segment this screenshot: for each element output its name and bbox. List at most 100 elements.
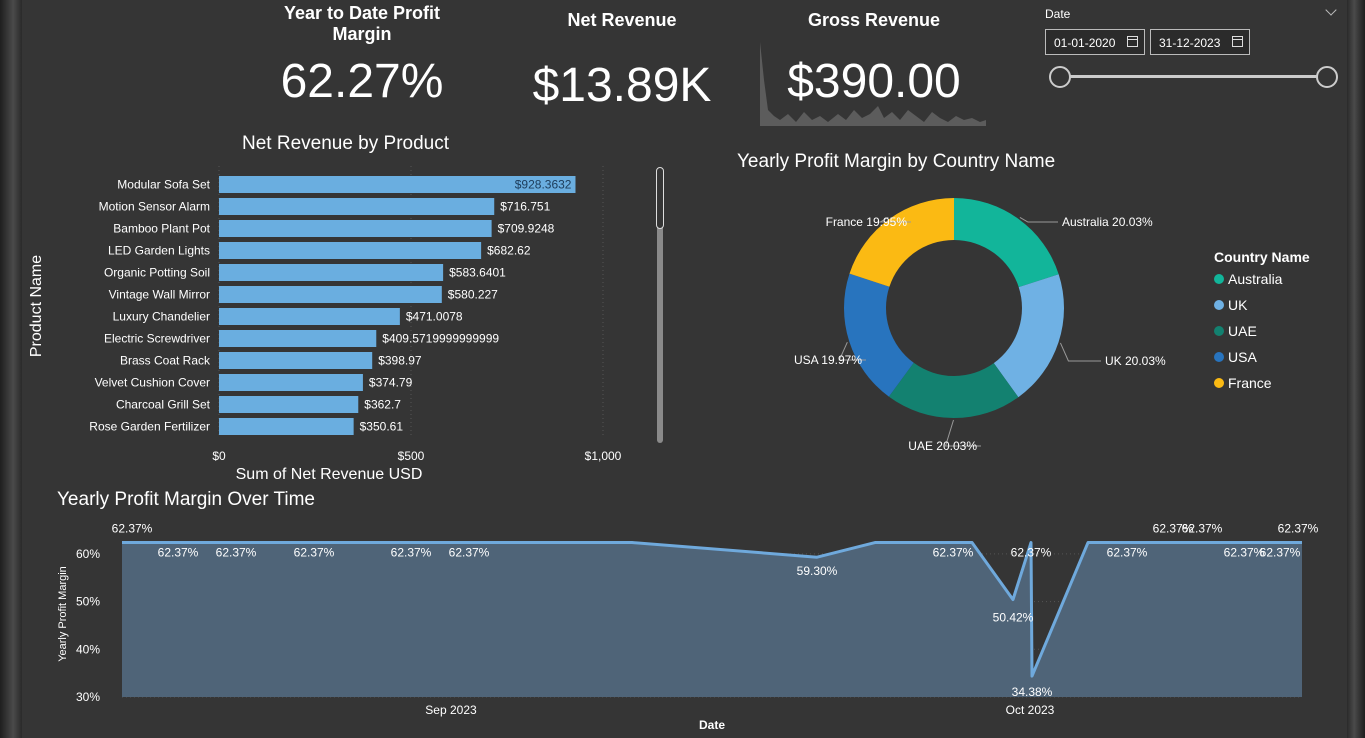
bar-data-label: $709.9248 bbox=[498, 222, 555, 236]
legend-label: USA bbox=[1228, 349, 1257, 365]
donut-slice-australia bbox=[954, 198, 1059, 288]
donut-leader-line bbox=[1059, 342, 1101, 362]
bar-5 bbox=[219, 286, 442, 303]
area-data-label: 62.37% bbox=[1107, 546, 1148, 560]
calendar-icon[interactable] bbox=[1127, 36, 1138, 47]
bar-data-label: $928.3632 bbox=[515, 178, 572, 192]
profit-margin-area-chart: 30%40%50%60%62.37%62.37% 62.37% 62.37% 62.3… bbox=[57, 522, 1319, 732]
bar-data-label: $580.227 bbox=[448, 288, 498, 302]
bar-8 bbox=[219, 352, 373, 369]
legend-label: UK bbox=[1228, 297, 1248, 313]
legend-marker bbox=[1214, 300, 1224, 310]
legend-marker bbox=[1214, 326, 1224, 336]
ytd-margin-title: Year to Date Profit Margin bbox=[257, 3, 467, 45]
gross-revenue-value: $390.00 bbox=[787, 55, 961, 108]
bar-6 bbox=[219, 308, 400, 325]
bar-x-tick-label: $0 bbox=[212, 449, 226, 463]
country-donut-chart: Australia 20.03% UK 20.03% UAE 20.03% USA 1… bbox=[794, 198, 1166, 453]
bar-category-label: Motion Sensor Alarm bbox=[99, 200, 210, 214]
bar-chart-scrollbar[interactable] bbox=[657, 168, 663, 443]
area-data-label: 62.37% bbox=[1011, 546, 1052, 560]
area-data-label: 62.37% bbox=[1260, 546, 1301, 560]
area-data-label: 62.37% bbox=[1278, 522, 1319, 536]
area-line bbox=[122, 541, 1302, 678]
donut-slice-label: UAE 20.03% bbox=[908, 439, 977, 453]
legend-item-australia[interactable]: Australia bbox=[1214, 271, 1282, 287]
bar-data-label: $398.97 bbox=[378, 354, 422, 368]
bar-data-label: $682.62 bbox=[487, 244, 531, 258]
bar-category-label: Electric Screwdriver bbox=[104, 332, 210, 346]
bar-7 bbox=[219, 330, 377, 347]
bar-10 bbox=[219, 396, 359, 413]
donut-leader-line bbox=[1019, 217, 1058, 223]
end-date-value: 31-12-2023 bbox=[1159, 36, 1221, 50]
area-x-tick-label: Oct 2023 bbox=[1006, 703, 1055, 717]
legend-item-france[interactable]: France bbox=[1214, 375, 1272, 391]
bar-0 bbox=[219, 176, 576, 193]
slider-end-handle[interactable] bbox=[1316, 66, 1338, 88]
legend-item-uae[interactable]: UAE bbox=[1214, 323, 1257, 339]
bar-category-label: Luxury Chandelier bbox=[113, 310, 210, 324]
date-filter-label: Date bbox=[1045, 7, 1071, 21]
donut-slice-uae bbox=[888, 362, 1019, 418]
legend-label: France bbox=[1228, 375, 1272, 391]
area-x-tick-label: Sep 2023 bbox=[425, 703, 477, 717]
area-y-tick-label: 30% bbox=[76, 690, 100, 704]
area-data-label: 62.37% bbox=[294, 546, 335, 560]
area-data-label: 34.38% bbox=[1012, 685, 1053, 699]
legend-item-uk[interactable]: UK bbox=[1214, 297, 1247, 313]
ytd-margin-title-line2: Margin bbox=[332, 24, 392, 44]
donut-leader-line bbox=[944, 419, 981, 447]
bar-data-label: $409.5719999999999 bbox=[382, 332, 499, 346]
area-y-tick-label: 50% bbox=[76, 595, 100, 609]
bar-data-label: $471.0078 bbox=[406, 310, 463, 324]
legend-label: UAE bbox=[1228, 323, 1257, 339]
area-data-label: 62.37% bbox=[1153, 522, 1194, 536]
calendar-icon[interactable] bbox=[1232, 36, 1243, 47]
bar-category-label: Vintage Wall Mirror bbox=[109, 288, 210, 302]
area-x-axis-title: Date bbox=[699, 718, 725, 732]
area-data-label: 62.37% bbox=[216, 546, 257, 560]
bar-category-label: Modular Sofa Set bbox=[117, 178, 210, 192]
bar-x-axis-title: Sum of Net Revenue USD bbox=[236, 466, 423, 483]
legend-item-usa[interactable]: USA bbox=[1214, 349, 1257, 365]
bar-x-tick-label: $1,000 bbox=[585, 449, 622, 463]
donut-slice-usa bbox=[844, 273, 914, 397]
area-y-tick-label: 40% bbox=[76, 642, 100, 656]
bar-chart-title: Net Revenue by Product bbox=[242, 133, 450, 154]
date-range-slider[interactable] bbox=[1062, 75, 1328, 78]
donut-slice-label: UK 20.03% bbox=[1105, 354, 1166, 368]
area-chart-title: Yearly Profit Margin Over Time bbox=[57, 489, 315, 510]
ytd-margin-title-line1: Year to Date Profit bbox=[283, 3, 441, 23]
bar-category-label: Bamboo Plant Pot bbox=[113, 222, 210, 236]
legend-marker bbox=[1214, 274, 1224, 284]
bar-3 bbox=[219, 242, 482, 259]
donut-chart-title: Yearly Profit Margin by Country Name bbox=[737, 151, 1056, 172]
gross-revenue-title: Gross Revenue bbox=[807, 10, 941, 30]
bar-1 bbox=[219, 198, 495, 215]
bar-data-label: $716.751 bbox=[500, 200, 550, 214]
area-fill bbox=[122, 542, 1302, 697]
start-date-value: 01-01-2020 bbox=[1054, 36, 1116, 50]
bar-y-axis-title: Product Name bbox=[28, 255, 45, 357]
bar-chart-scroll-thumb[interactable] bbox=[656, 167, 664, 229]
end-date-input[interactable]: 31-12-2023 bbox=[1150, 29, 1250, 55]
ytd-margin-value: 62.27% bbox=[280, 55, 444, 108]
chevron-down-icon[interactable] bbox=[1325, 4, 1337, 16]
legend-marker bbox=[1214, 352, 1224, 362]
bar-11 bbox=[219, 418, 354, 435]
start-date-input[interactable]: 01-01-2020 bbox=[1045, 29, 1145, 55]
area-data-label: 62.37% bbox=[1182, 522, 1223, 536]
donut-leader-line bbox=[838, 341, 866, 361]
bar-2 bbox=[219, 220, 492, 237]
legend-label: Australia bbox=[1228, 271, 1283, 287]
area-data-label: 50.42% bbox=[993, 611, 1034, 625]
area-data-label: 62.37% bbox=[449, 546, 490, 560]
net-revenue-title: Net Revenue bbox=[567, 10, 677, 30]
bar-x-tick-label: $500 bbox=[398, 449, 425, 463]
donut-slice-label: USA 19.97% bbox=[794, 353, 862, 367]
donut-slice-label: Australia 20.03% bbox=[1062, 215, 1153, 229]
slider-start-handle[interactable] bbox=[1049, 66, 1071, 88]
bar-category-label: Organic Potting Soil bbox=[104, 266, 210, 280]
left-frame bbox=[0, 0, 22, 738]
